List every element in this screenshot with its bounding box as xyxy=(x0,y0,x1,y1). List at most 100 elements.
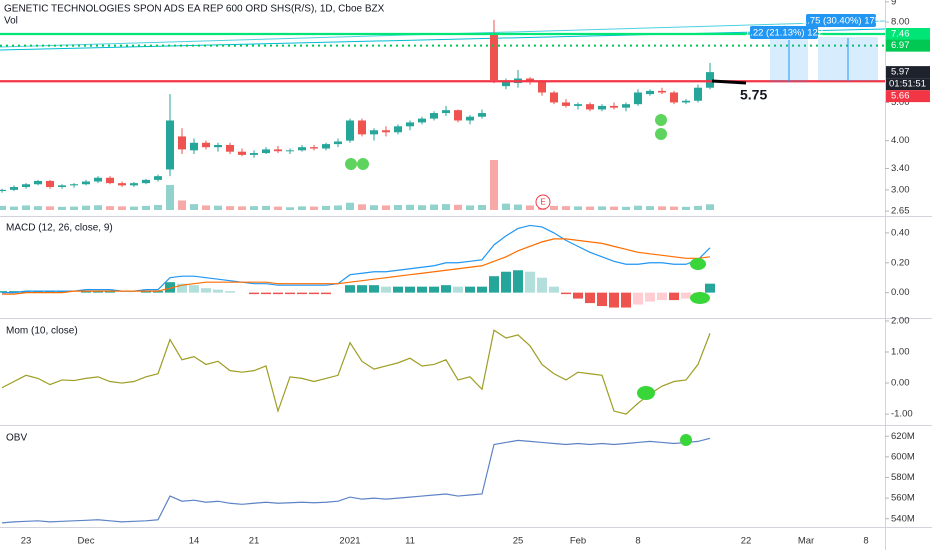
histogram-bar xyxy=(153,291,163,293)
candle-body xyxy=(46,180,54,188)
y-tick-label: 4.00 xyxy=(891,135,910,146)
volume-bar xyxy=(574,206,582,210)
candle-body xyxy=(10,187,18,190)
horizontal-line-tag xyxy=(886,39,930,52)
volume-bar xyxy=(406,204,414,210)
histogram-bar xyxy=(585,292,595,304)
candle-body xyxy=(370,130,378,135)
histogram-bar xyxy=(477,286,487,293)
candle-body xyxy=(358,120,366,135)
x-tick-label: Mar xyxy=(798,536,814,547)
candle-body xyxy=(298,147,306,151)
earnings-label: E xyxy=(540,198,545,207)
histogram-bar xyxy=(345,285,355,293)
horizontal-line-label: 5.66 xyxy=(891,91,910,102)
volume-bar xyxy=(46,206,54,210)
candle-body xyxy=(670,92,678,103)
histogram-bar xyxy=(513,270,523,293)
x-tick-label: 25 xyxy=(513,536,524,547)
histogram-bar xyxy=(165,282,175,293)
candle-body xyxy=(274,149,282,152)
highlight xyxy=(680,434,692,446)
histogram-bar xyxy=(93,291,103,293)
candle-body xyxy=(706,72,714,88)
pane-title: OBV xyxy=(6,433,27,444)
volume-bar xyxy=(70,206,78,210)
histogram-bar xyxy=(453,286,463,293)
horizontal-line-tag xyxy=(886,90,930,103)
horizontal-line-tag xyxy=(886,27,930,40)
candle-body xyxy=(70,184,78,186)
highlight xyxy=(690,292,710,304)
volume-bar xyxy=(562,206,570,210)
histogram-bar xyxy=(549,286,559,293)
y-tick-label: 620M xyxy=(891,431,915,442)
candle-body xyxy=(130,183,138,186)
histogram-bar xyxy=(273,292,283,295)
candle-body xyxy=(250,153,258,155)
candle-body xyxy=(238,151,246,155)
volume-bar xyxy=(514,204,522,210)
candle-body xyxy=(106,177,114,184)
highlight xyxy=(655,128,667,140)
candle-body xyxy=(346,120,354,141)
histogram-bar xyxy=(633,292,643,305)
x-tick-label: 8 xyxy=(635,536,640,547)
histogram-bar xyxy=(537,277,547,293)
histogram-bar xyxy=(669,292,679,301)
histogram-bar xyxy=(705,283,715,293)
candle-body xyxy=(0,189,6,192)
x-tick-label: 22 xyxy=(741,536,752,547)
candle-body xyxy=(118,183,126,186)
y-tick-label: 2.65 xyxy=(891,206,910,217)
histogram-bar xyxy=(681,292,691,299)
y-tick-label: 8.00 xyxy=(891,17,910,28)
volume-bar xyxy=(166,185,174,210)
volume-bar xyxy=(706,204,714,210)
candle-body xyxy=(190,142,198,151)
volume-bar xyxy=(358,204,366,210)
volume-bar xyxy=(58,206,66,210)
candle-body xyxy=(394,126,402,133)
volume-bar xyxy=(94,205,102,210)
y-tick-label: 2.00 xyxy=(891,315,910,326)
volume-bar xyxy=(418,205,426,210)
histogram-bar xyxy=(9,291,19,293)
candle-body xyxy=(286,150,294,152)
candle-body xyxy=(154,176,162,180)
histogram-bar xyxy=(0,291,7,293)
y-tick-label: 3.00 xyxy=(891,184,910,195)
candle-body xyxy=(166,120,174,170)
candle-body xyxy=(418,118,426,123)
candle-body xyxy=(262,149,270,154)
candle-body xyxy=(694,87,702,101)
volume-bar xyxy=(454,204,462,210)
histogram-bar xyxy=(105,291,115,293)
histogram-bar xyxy=(357,285,367,293)
histogram-bar xyxy=(177,283,187,293)
y-tick-label: 540M xyxy=(891,513,915,524)
volume-bar xyxy=(478,205,486,210)
x-tick-label: 14 xyxy=(189,536,200,547)
volume-bar xyxy=(622,206,630,210)
y-tick-label: 9 xyxy=(891,0,896,7)
volume-bar xyxy=(202,205,210,210)
candle-body xyxy=(178,136,186,150)
histogram-bar xyxy=(561,292,571,295)
volume-bar xyxy=(178,200,186,210)
candle-body xyxy=(142,179,150,184)
y-tick-label: 1.00 xyxy=(891,347,910,358)
highlight xyxy=(345,158,357,170)
histogram-bar xyxy=(81,291,91,293)
candle-body xyxy=(562,102,570,106)
histogram-bar xyxy=(465,286,475,293)
candle-body xyxy=(466,116,474,121)
horizontal-line-label: 7.46 xyxy=(891,29,910,40)
candle-body xyxy=(646,90,654,95)
candle-body xyxy=(82,181,90,185)
volume-bar xyxy=(0,205,6,210)
volume-bar xyxy=(370,205,378,210)
candle-body xyxy=(58,185,66,188)
histogram-bar xyxy=(21,291,31,293)
x-tick-label: 2021 xyxy=(339,536,360,547)
